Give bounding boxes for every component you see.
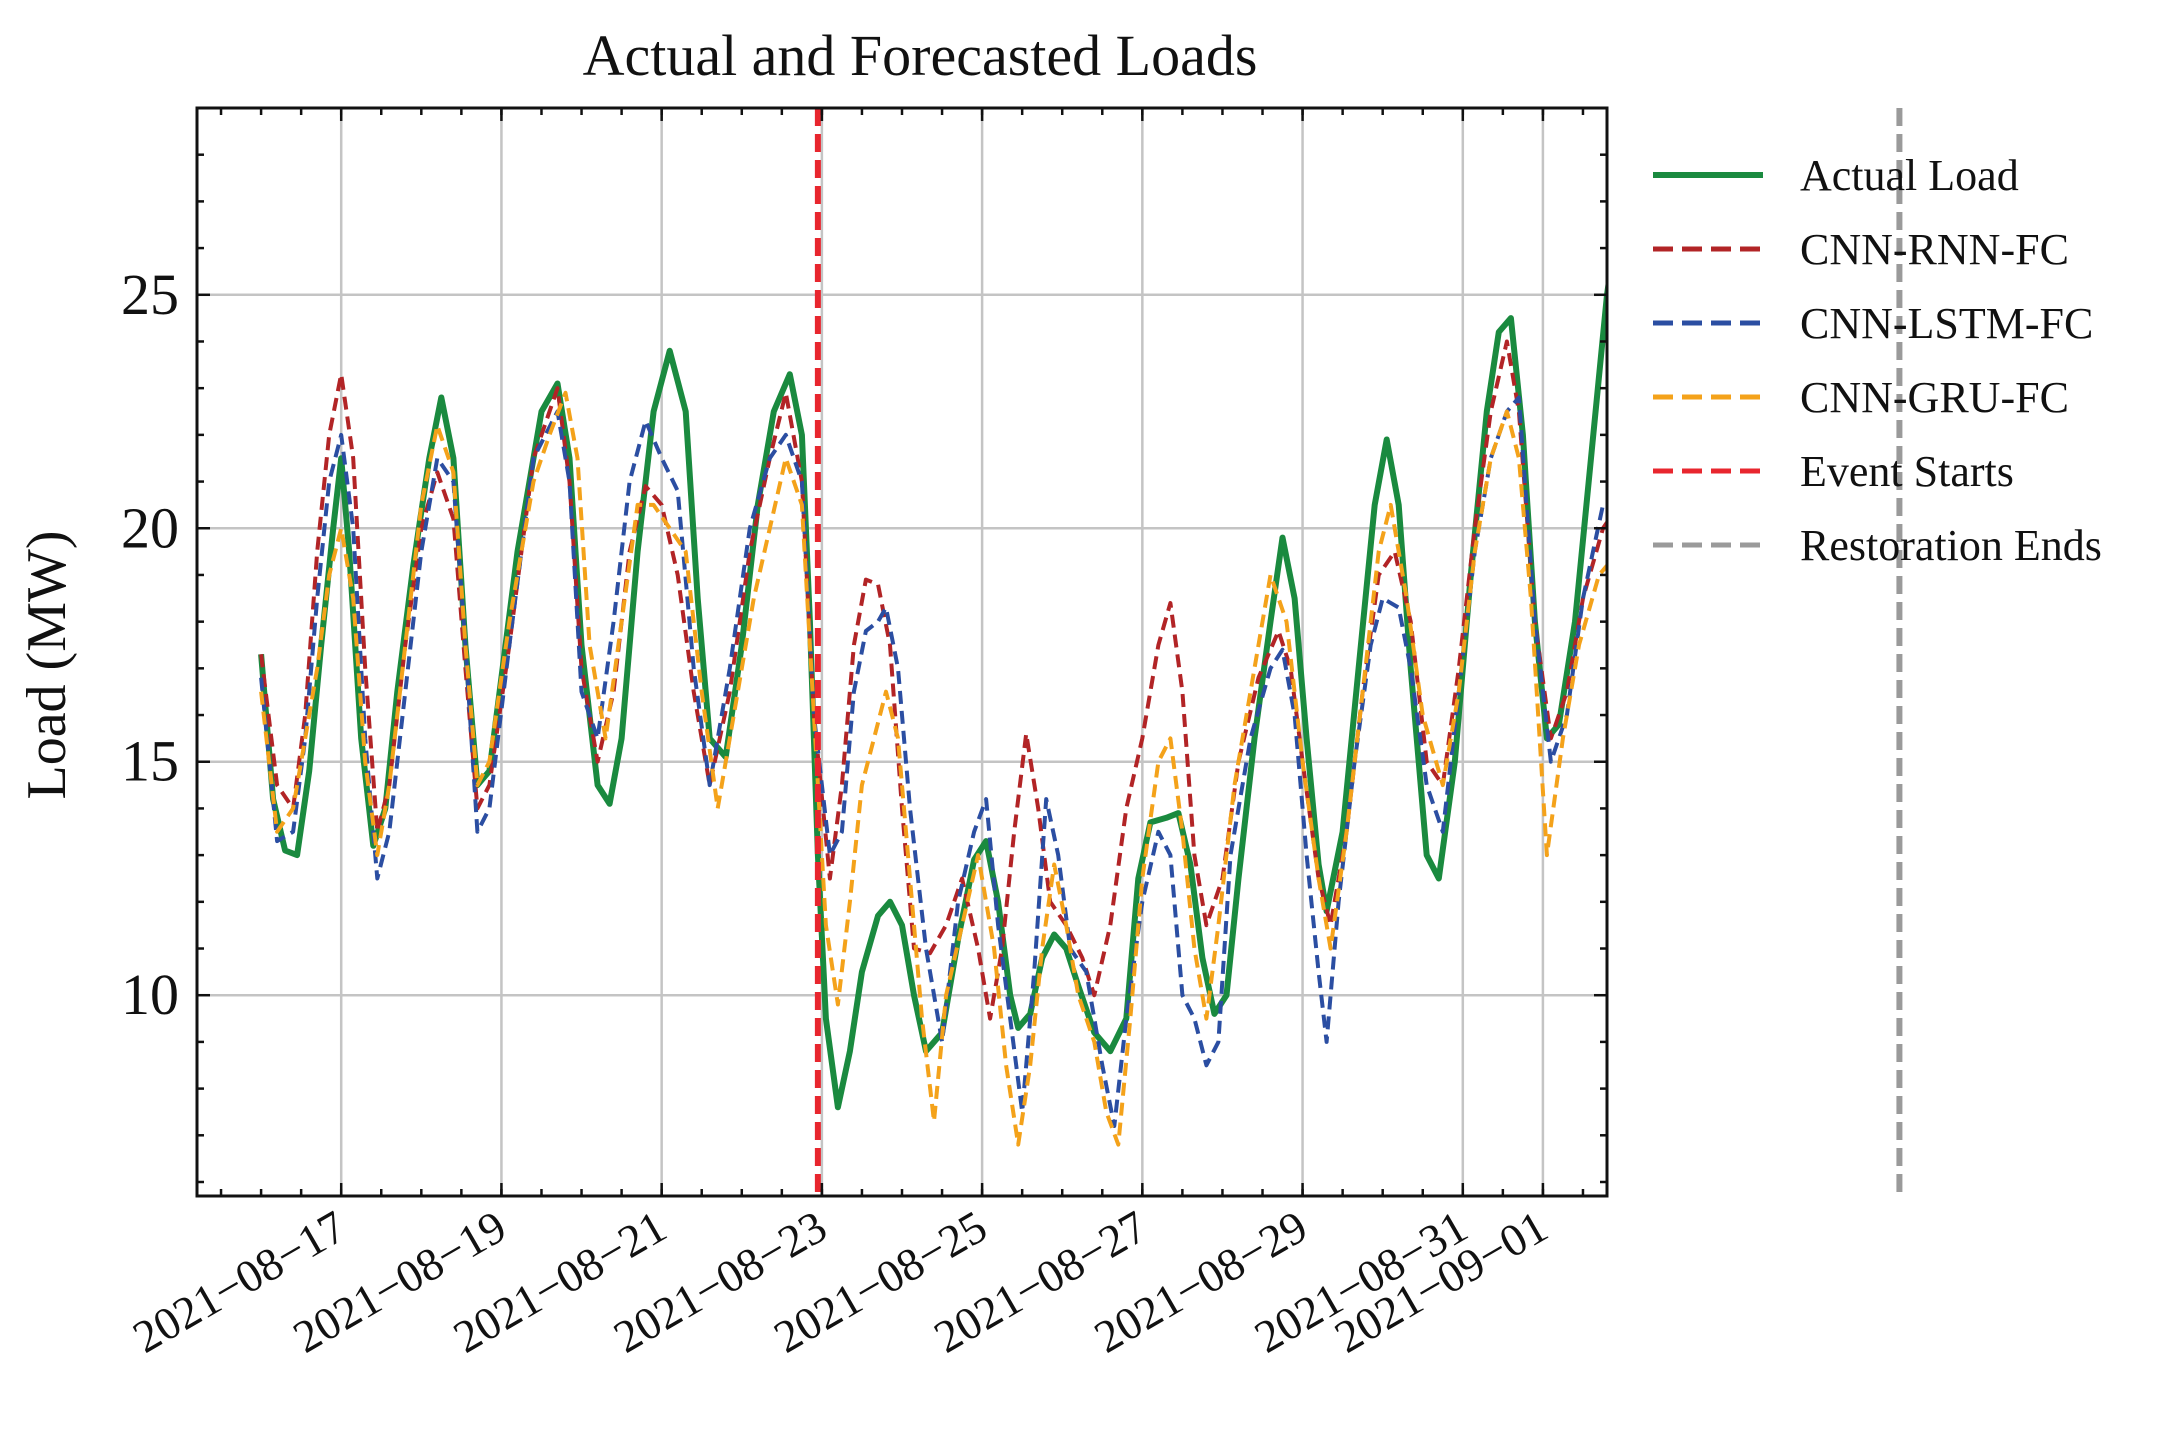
y-tick-label: 25 <box>121 262 179 327</box>
legend-label: Event Starts <box>1800 447 2014 496</box>
y-tick-labels: 10 15 20 25 <box>121 262 179 1027</box>
chart-title: Actual and Forecasted Loads <box>583 23 1258 88</box>
y-tick-label: 20 <box>121 495 179 560</box>
legend-label: CNN-GRU-FC <box>1800 373 2069 422</box>
y-axis-label: Load (MW) <box>16 530 78 799</box>
series-line-cnn-rnn-fc <box>259 339 1607 1021</box>
x-tick-labels: 2021−08−172021−08−192021−08−212021−08−23… <box>124 1200 1555 1362</box>
series-line-actual-load <box>258 273 1607 1111</box>
legend-label: CNN-LSTM-FC <box>1800 299 2093 348</box>
legend-label: CNN-RNN-FC <box>1800 225 2069 274</box>
y-tick-label: 15 <box>121 729 179 794</box>
y-tick-label: 10 <box>121 962 179 1027</box>
legend-label: Actual Load <box>1800 151 2019 200</box>
series-line-cnn-lstm-fc <box>259 395 1607 1128</box>
legend-label: Restoration Ends <box>1800 521 2102 570</box>
plot-frame <box>195 106 1609 1198</box>
legend: Actual Load CNN-RNN-FC CNN-LSTM-FC CNN-GRU-… <box>1653 151 2102 570</box>
series-layer <box>258 273 1607 1147</box>
axis-ticks <box>197 106 1607 1196</box>
grid <box>197 108 1607 1196</box>
series-line-cnn-gru-fc <box>259 390 1607 1147</box>
